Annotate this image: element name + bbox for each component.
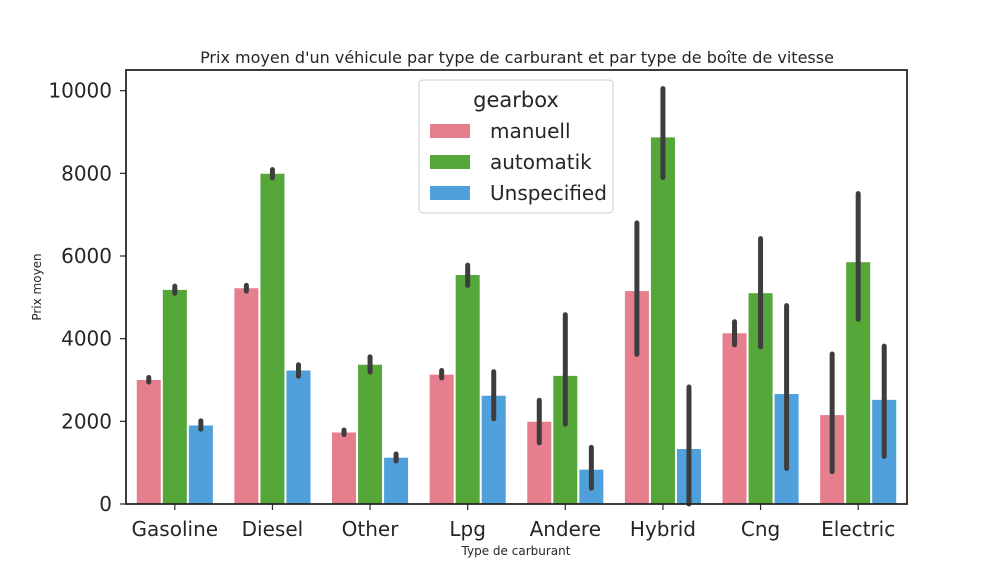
x-tick-label-other: Other [342,517,400,541]
legend-label-automatik: automatik [490,150,592,174]
bar-manuell-diesel [234,288,259,504]
y-tick-label: 4000 [61,327,112,351]
x-tick-label-electric: Electric [821,517,895,541]
bar-manuell-gasoline [136,380,161,504]
bar-manuell-cng [722,333,747,504]
error-bars-layer [146,86,887,507]
bar-unspecified-diesel [286,370,311,504]
bar-unspecified-gasoline [188,425,213,504]
y-tick-label: 10000 [48,79,112,103]
x-tick-label-lpg: Lpg [449,517,486,541]
y-axis: 0 2000 4000 6000 8000 10000 [48,79,126,516]
plot-frame [125,69,908,505]
y-tick-label: 6000 [61,244,112,268]
x-tick-label-diesel: Diesel [242,517,304,541]
chart-title: Prix moyen d'un véhicule par type de car… [200,48,834,67]
legend-label-manuell: manuell [490,119,571,143]
x-axis: Gasoline Diesel Other Lpg Andere Hybrid Cng Ele… [132,504,895,541]
y-tick-label: 0 [99,492,112,516]
y-tick-label: 8000 [61,161,112,185]
legend-frame [418,79,614,214]
bar-manuell-other [332,432,357,504]
y-tick-label: 2000 [61,409,112,433]
x-axis-label: Type de carburant [461,544,571,558]
x-tick-label-cng: Cng [741,517,780,541]
legend-title: gearbox [473,88,559,112]
legend-label-unspecified: Unspecified [490,181,607,205]
legend-swatch-manuell [430,124,470,138]
x-tick-label-gasoline: Gasoline [132,517,219,541]
legend: gearbox manuell automatik Unspecified [418,79,614,214]
y-axis-label: Prix moyen [30,253,44,320]
x-tick-label-hybrid: Hybrid [630,517,696,541]
bar-automatik-other [358,364,383,504]
legend-swatch-unspecified [430,186,470,200]
x-tick-label-andere: Andere [530,517,601,541]
bars-layer [136,137,897,504]
bar-manuell-lpg [429,374,454,504]
bar-automatik-lpg [455,275,480,504]
bar-unspecified-other [384,457,409,504]
bar-automatik-gasoline [162,289,187,504]
bar-automatik-hybrid [650,137,675,504]
bar-automatik-diesel [260,173,285,504]
legend-swatch-automatik [430,155,470,169]
